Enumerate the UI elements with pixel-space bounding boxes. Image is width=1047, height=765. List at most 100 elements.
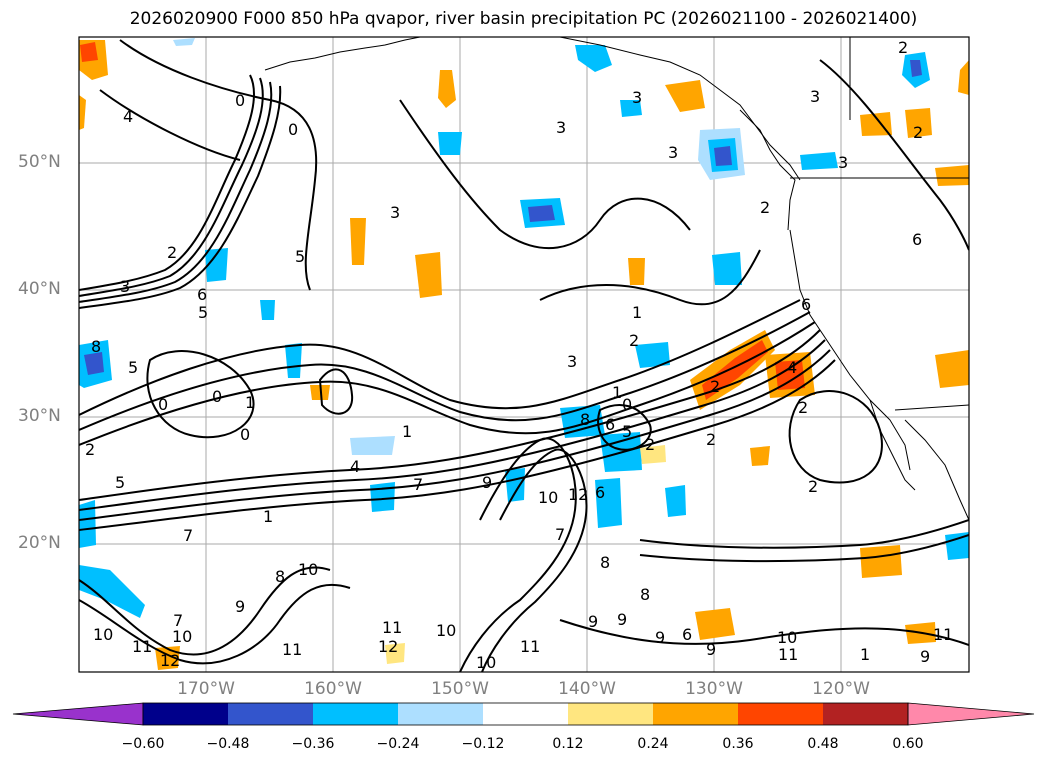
contour-label: 2 <box>710 377 720 396</box>
anomaly-patch <box>173 38 195 46</box>
contour-label: 5 <box>115 473 125 492</box>
coastline-mexico <box>904 419 969 521</box>
contour-label: 5 <box>198 303 208 322</box>
contour-label: 11 <box>778 645 798 664</box>
contour-label: 10 <box>476 653 496 672</box>
contour-label: 8 <box>275 567 285 586</box>
contour-label: 7 <box>413 475 423 494</box>
anomaly-patch <box>695 608 735 640</box>
contour-label: 1 <box>263 507 273 526</box>
lon-tick-170w: 170°W <box>177 679 235 699</box>
lat-tick-50n: 50°N <box>18 152 61 172</box>
colorbar-extend-low <box>12 702 144 726</box>
contour-label: 0 <box>235 91 245 110</box>
contour-label: 12 <box>378 637 398 656</box>
colorbar-tick-label: −0.12 <box>461 736 505 752</box>
contour-label: 5 <box>295 247 305 266</box>
anomaly-patch <box>860 112 892 136</box>
contour-line <box>79 81 273 303</box>
anomaly-patch <box>905 108 932 138</box>
colorbar-tick-label: 0.60 <box>892 736 924 752</box>
anomaly-patch <box>628 258 645 285</box>
colorbar-outline <box>142 702 909 726</box>
anomaly-patch <box>370 482 395 512</box>
anomaly-patch <box>945 532 969 560</box>
contour-label: 3 <box>632 88 642 107</box>
contour-line <box>119 39 318 291</box>
contour-label: 1 <box>612 383 622 402</box>
anomaly-patch <box>800 152 838 170</box>
contour-label: 2 <box>913 123 923 142</box>
anomaly-patch <box>285 343 302 378</box>
contour-label: 2 <box>706 430 716 449</box>
contour-label: 2 <box>808 477 818 496</box>
contour-label: 3 <box>838 153 848 172</box>
anomaly-patch <box>438 132 462 155</box>
contour-label: 6 <box>801 295 811 314</box>
anomaly-patch <box>505 468 525 502</box>
contour-line <box>146 350 255 439</box>
anomaly-patch <box>714 146 732 166</box>
contour-label: 10 <box>93 625 113 644</box>
colorbar-segment <box>653 703 738 725</box>
contour-line <box>819 59 969 251</box>
lon-tick-120w: 120°W <box>812 679 870 699</box>
contour-line <box>539 249 761 306</box>
colorbar-extend-high <box>907 702 1035 726</box>
anomaly-shading <box>79 38 969 670</box>
lon-tick-130w: 130°W <box>685 679 743 699</box>
contour-label: 8 <box>640 585 650 604</box>
contour-label: 9 <box>235 597 245 616</box>
contour-line <box>79 329 821 501</box>
contour-label: 3 <box>567 352 577 371</box>
colorbar-tick-label: 0.12 <box>552 736 584 752</box>
contour-label: 6 <box>682 625 692 644</box>
contour-label: 8 <box>91 337 101 356</box>
contour-line <box>318 368 354 415</box>
contour-line <box>399 99 691 250</box>
contour-label: 11 <box>520 637 540 656</box>
contour-line <box>79 85 282 309</box>
anomaly-patch <box>79 565 145 618</box>
contour-label: 4 <box>123 107 133 126</box>
contour-label: 6 <box>595 483 605 502</box>
coastline-aleutians <box>264 37 421 71</box>
anomaly-patch <box>620 100 642 117</box>
map-frame <box>78 36 970 673</box>
colorbar <box>12 702 1035 726</box>
contour-line <box>481 448 588 672</box>
anomaly-patch <box>260 300 275 320</box>
anomaly-patch <box>350 436 395 455</box>
contour-label: 0 <box>158 395 168 414</box>
contour-label: 2 <box>167 243 177 262</box>
contour-label: 3 <box>120 277 130 296</box>
anomaly-patch <box>702 340 768 400</box>
anomaly-patch <box>80 42 98 62</box>
contour-label: 9 <box>706 640 716 659</box>
lat-tick-20n: 20°N <box>18 533 61 553</box>
contour-label: 11 <box>382 618 402 637</box>
contour-line <box>639 534 969 563</box>
contour-line <box>79 74 256 291</box>
anomaly-patch <box>935 165 969 186</box>
contour-line <box>79 321 816 446</box>
anomaly-patch <box>860 545 902 578</box>
coastline-bc <box>739 109 796 231</box>
contour-label: 1 <box>245 393 255 412</box>
anomaly-patch <box>665 485 686 517</box>
lat-tick-30n: 30°N <box>18 406 61 426</box>
contour-label: 9 <box>617 610 627 629</box>
contour-labels: 4 3 3 2 2 0 0 3 2 3 6 5 8 5 0 0 0 1 2 5 … <box>85 38 953 672</box>
anomaly-patch <box>575 45 612 72</box>
anomaly-patch <box>560 405 605 438</box>
contour-label: 10 <box>172 627 192 646</box>
contour-line <box>79 311 811 431</box>
contour-label: 4 <box>787 358 797 377</box>
contour-label: 5 <box>622 422 632 441</box>
colorbar-tick-label: −0.60 <box>121 736 165 752</box>
contour-line <box>79 349 831 521</box>
lon-tick-160w: 160°W <box>304 679 362 699</box>
colorbar-segment <box>823 703 908 725</box>
anomaly-patch <box>415 252 442 298</box>
lon-tick-150w: 150°W <box>431 679 489 699</box>
